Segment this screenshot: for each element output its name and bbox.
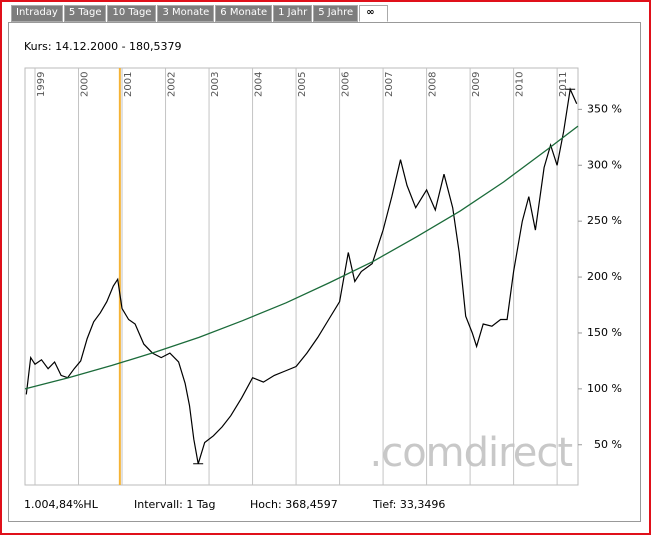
y-tick-label: 150 % xyxy=(587,326,622,339)
plot-area xyxy=(24,67,579,486)
quote-info: Kurs: 14.12.2000 - 180,5379 xyxy=(24,40,182,53)
x-tick-label: 2009 xyxy=(471,72,482,97)
y-tick-label: 250 % xyxy=(587,214,622,227)
x-tick-label: 2002 xyxy=(167,72,178,97)
trend-line xyxy=(24,125,579,390)
range-tab[interactable]: 1 Jahr xyxy=(273,5,313,22)
range-tab[interactable]: 5 Tage xyxy=(63,5,107,22)
tab-bar: Intraday 5 Tage 10 Tage 3 Monate 6 Monate 1 J… xyxy=(11,5,389,22)
footer-low: Tief: 33,3496 xyxy=(372,498,445,511)
range-tab[interactable]: 10 Tage xyxy=(107,5,157,22)
footer-interval: Intervall: 1 Tag xyxy=(134,498,216,511)
x-tick-label: 2001 xyxy=(123,72,134,97)
x-tick-label: 2003 xyxy=(210,72,221,97)
x-tick-label: 2011 xyxy=(558,72,569,97)
y-tick-label: 100 % xyxy=(587,382,622,395)
range-tab[interactable]: 3 Monate xyxy=(157,5,215,22)
x-tick-label: 2010 xyxy=(515,72,526,97)
x-tick-label: 2004 xyxy=(254,72,265,97)
x-tick-label: 2006 xyxy=(341,72,352,97)
x-tick-label: 1999 xyxy=(36,72,47,97)
range-tab[interactable]: 6 Monate xyxy=(215,5,273,22)
chart-panel xyxy=(8,22,641,522)
range-tab[interactable]: ∞ xyxy=(359,5,388,22)
range-tab[interactable]: Intraday xyxy=(11,5,63,22)
footer-range: 1.004,84%HL xyxy=(24,498,99,511)
x-tick-label: 2000 xyxy=(80,72,91,97)
watermark: .comdirect xyxy=(370,430,573,476)
x-tick-label: 2008 xyxy=(428,72,439,97)
range-tab[interactable]: 5 Jahre xyxy=(313,5,359,22)
price-line xyxy=(25,87,578,464)
y-tick-label: 350 % xyxy=(587,102,622,115)
x-tick-label: 2005 xyxy=(297,72,308,97)
footer-high: Hoch: 368,4597 xyxy=(250,498,338,511)
y-tick-label: 50 % xyxy=(594,438,622,451)
x-tick-label: 2007 xyxy=(384,72,395,97)
y-tick-label: 200 % xyxy=(587,270,622,283)
y-tick-label: 300 % xyxy=(587,158,622,171)
